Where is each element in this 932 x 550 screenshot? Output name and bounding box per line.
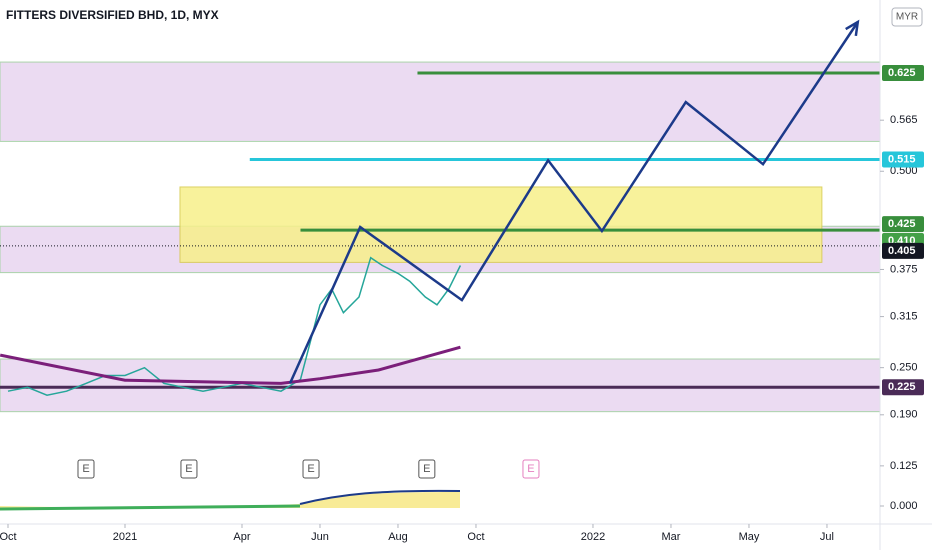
x-tick-label: Aug <box>388 531 408 543</box>
arrow-head <box>845 19 860 37</box>
earnings-label: E <box>307 463 314 475</box>
oscillator-line <box>299 489 461 505</box>
chart-title: FITTERS DIVERSIFIED BHD, 1D, MYX <box>6 8 219 22</box>
x-tick-label: May <box>739 531 760 543</box>
currency-badge[interactable] <box>891 7 923 27</box>
x-tick-label: Jun <box>311 531 329 543</box>
zone <box>0 358 881 413</box>
x-tick-label: Jul <box>820 531 834 543</box>
zone <box>179 186 823 263</box>
x-tick-label: Apr <box>233 531 250 543</box>
series-line <box>0 345 461 385</box>
earnings-marker <box>77 459 95 479</box>
indicator-pane <box>0 489 461 511</box>
price-label: 0.425 <box>888 218 916 230</box>
y-tick-label: 0.250 <box>890 362 918 374</box>
y-tick-label: 0.125 <box>890 460 918 472</box>
oscillator-base <box>0 504 301 511</box>
earnings-label: E <box>423 463 430 475</box>
earnings-marker <box>302 459 320 479</box>
x-tick-label: Oct <box>0 531 17 543</box>
series-line <box>7 256 462 396</box>
price-label-box <box>882 151 924 168</box>
price-label-box <box>882 379 924 396</box>
earnings-marker <box>418 459 436 479</box>
price-label: 0.225 <box>888 381 916 393</box>
price-label: 0.515 <box>888 153 916 165</box>
earnings-label: E <box>185 463 192 475</box>
y-tick-label: 0.500 <box>890 165 918 177</box>
y-tick-label: 0.000 <box>890 500 918 512</box>
price-label-box <box>882 242 924 259</box>
lines <box>0 19 880 396</box>
y-tick-label: 0.375 <box>890 263 918 275</box>
x-tick-label: 2022 <box>581 531 605 543</box>
x-tick-label: Oct <box>467 531 484 543</box>
price-label: 0.625 <box>888 67 916 79</box>
price-label-box <box>882 216 924 233</box>
y-tick-label: 0.315 <box>890 311 918 323</box>
y-tick-label: 0.190 <box>890 409 918 421</box>
y-tick-label: 0.565 <box>890 114 918 126</box>
zones <box>0 61 881 413</box>
oscillator-area <box>0 492 460 508</box>
currency: MYR <box>896 12 918 23</box>
earnings-marker <box>180 459 198 479</box>
series-line <box>288 21 859 384</box>
earnings-label: E <box>527 463 534 475</box>
x-tick-label: Mar <box>661 531 680 543</box>
zone <box>0 61 881 142</box>
earnings-marker <box>522 459 540 479</box>
earnings-label: E <box>82 463 89 475</box>
price-label: 0.405 <box>888 245 916 257</box>
x-tick-label: 2021 <box>113 531 137 543</box>
price-label-box <box>882 65 924 82</box>
